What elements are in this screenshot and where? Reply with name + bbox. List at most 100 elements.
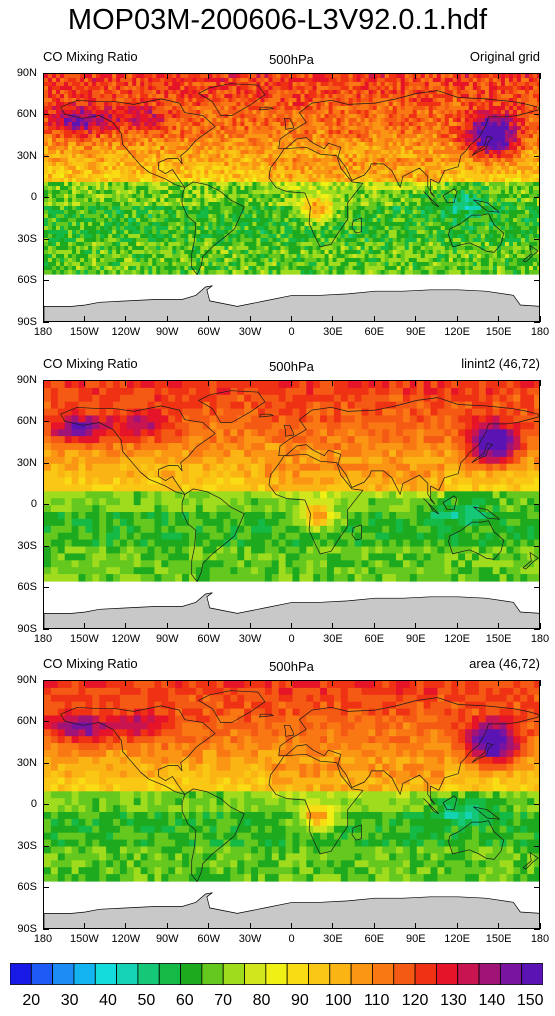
lat-tick (534, 421, 540, 422)
lon-tick (498, 73, 500, 79)
lon-tick (166, 623, 168, 629)
lon-tick (332, 623, 334, 629)
lat-tick (43, 280, 49, 281)
coastline-new-guinea (473, 506, 500, 520)
lon-tick-label: 0 (288, 633, 295, 645)
colorbar-swatch (329, 963, 352, 985)
lon-tick (166, 316, 168, 322)
lon-tick (83, 623, 85, 629)
lat-tick-label: 60S (17, 881, 37, 893)
colorbar-swatch (73, 963, 96, 985)
coastline-eurasia (278, 397, 539, 505)
lon-tick-label: 120E (444, 933, 470, 945)
lon-tick (539, 680, 541, 686)
lon-tick (332, 316, 334, 322)
lon-tick (498, 316, 500, 322)
coastline-madagascar (351, 524, 362, 541)
coastline-south-america (181, 488, 245, 582)
lat-tick (534, 628, 540, 630)
map-title: MOP03M-200606-L3V92.0.1.hdf (67, 4, 488, 36)
coastline-uk (283, 117, 295, 130)
coastline-japan (471, 442, 494, 463)
lon-tick (415, 680, 417, 686)
lon-tick (249, 380, 251, 386)
coastline-new-guinea (473, 199, 500, 213)
lon-tick (332, 680, 334, 686)
panel-right-label: area (46,72) (469, 656, 540, 671)
coastline-japan (471, 742, 494, 763)
map-svg (44, 381, 539, 628)
colorbar-swatch (265, 963, 288, 985)
lat-tick (43, 928, 49, 930)
colorbar-swatch (286, 963, 309, 985)
colorbar-tick-label: 100 (324, 992, 352, 1009)
lon-tick-label: 180 (33, 933, 53, 945)
coastline-sumatra (423, 191, 440, 208)
colorbar-swatch (435, 963, 459, 985)
coastline-south-america (181, 181, 245, 275)
lat-tick (43, 887, 49, 888)
lon-tick (291, 680, 292, 686)
lon-tick-label: 180 (530, 633, 550, 645)
panel-level-label: 500hPa (269, 659, 314, 674)
co-field-cells (44, 381, 539, 582)
lon-tick-label: 150E (485, 326, 512, 338)
lon-tick (456, 316, 458, 322)
lat-tick (43, 72, 49, 74)
lon-tick-label: 60W (197, 326, 220, 338)
lat-tick (43, 197, 49, 198)
lon-tick (208, 923, 210, 929)
lon-tick-label: 30E (323, 326, 343, 338)
colorbar-tick-label: 80 (252, 992, 271, 1009)
lon-tick (42, 623, 44, 629)
lon-tick (498, 623, 500, 629)
co-field-cells (44, 74, 539, 275)
lat-tick (534, 721, 540, 722)
lon-tick-label: 60E (364, 633, 385, 645)
lat-tick-label: 0 (30, 798, 37, 810)
colorbar-swatch (201, 963, 224, 985)
lat-tick-label: 30N (16, 456, 37, 469)
lon-tick (373, 680, 375, 686)
lon-tick-label: 120E (444, 633, 470, 645)
colorbar-tick-label: 110 (363, 992, 390, 1009)
lat-tick (534, 321, 540, 323)
colorbar-swatch (372, 963, 395, 985)
coastline-africa (268, 453, 364, 555)
coastline-eurasia (278, 697, 539, 805)
lat-tick-label: 30S (17, 232, 37, 245)
lat-tick (534, 887, 540, 888)
coastline-north-america (60, 705, 216, 795)
lon-tick (83, 680, 85, 686)
coastline-madagascar (351, 217, 362, 234)
lon-tick (125, 623, 127, 629)
lat-tick-label: 0 (30, 498, 37, 510)
lon-tick-label: 0 (288, 326, 295, 338)
lon-tick (456, 680, 458, 686)
colorbar-swatch (521, 963, 544, 985)
co-field-cells (44, 681, 539, 882)
lat-tick (534, 280, 540, 281)
panel-right-label: Original grid (469, 49, 540, 64)
coastline-iceland (259, 713, 274, 718)
coastline-greenland (198, 390, 266, 423)
lon-tick (125, 923, 127, 929)
lon-tick (332, 380, 334, 386)
colorbar (9, 963, 544, 985)
lon-tick-label: 180 (33, 326, 53, 338)
colorbar-swatch (308, 963, 331, 985)
lon-tick-label: 30W (238, 933, 262, 945)
lon-tick (456, 623, 458, 629)
lat-tick (534, 197, 540, 198)
colorbar-tick-label: 40 (99, 992, 117, 1009)
lat-tick-label: 90N (16, 373, 37, 386)
lon-tick (42, 380, 44, 386)
lat-tick-label: 90N (16, 66, 37, 79)
lon-tick (415, 923, 417, 929)
lon-tick-label: 30E (323, 633, 343, 645)
lat-tick-label: 90S (17, 622, 37, 635)
lon-tick (42, 73, 44, 79)
colorbar-swatch (350, 963, 373, 985)
lon-tick (539, 623, 541, 629)
lon-tick (415, 73, 417, 79)
